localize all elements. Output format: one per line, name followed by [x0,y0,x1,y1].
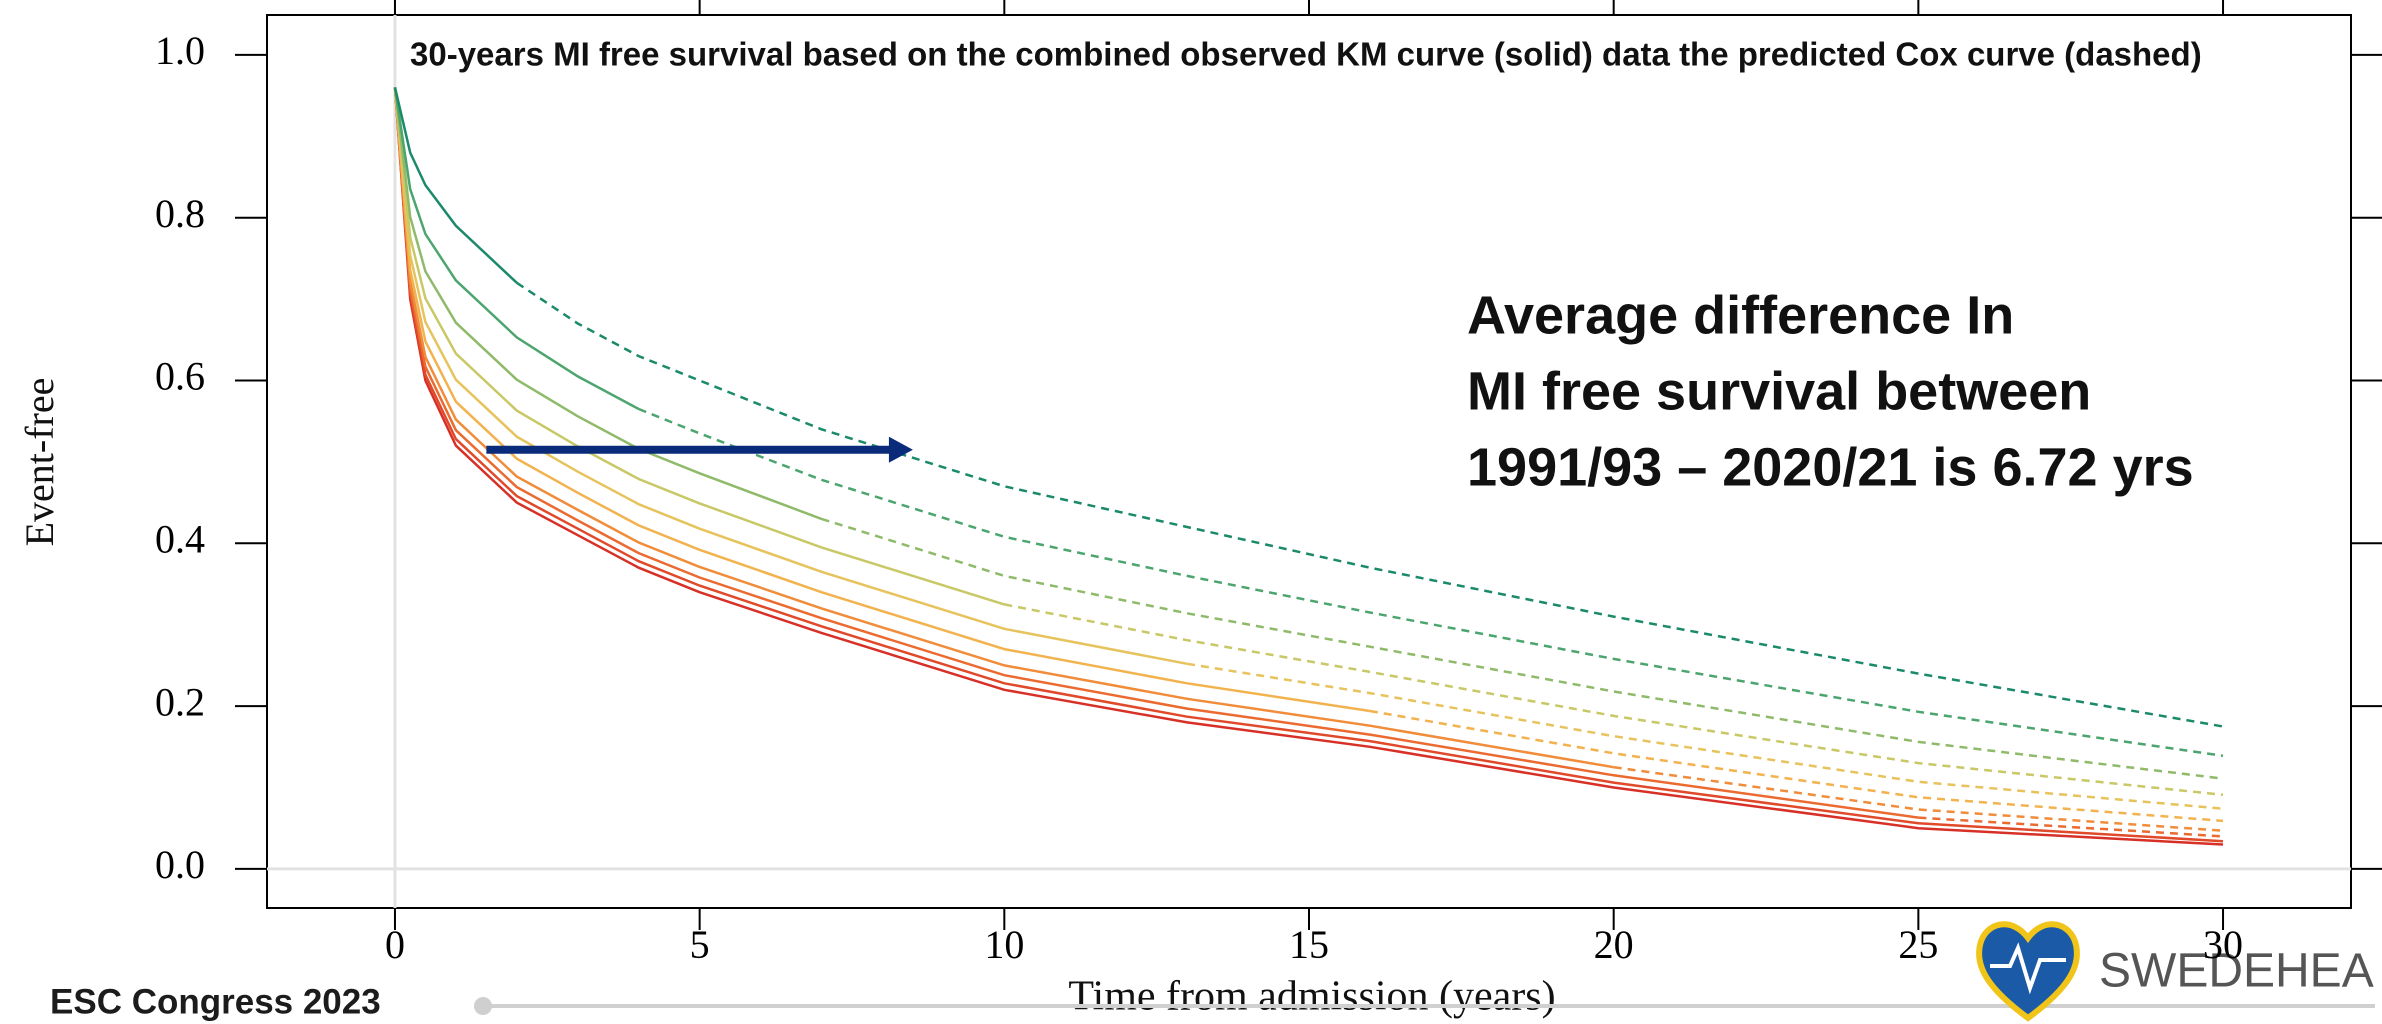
y-tick-label: 0.0 [155,842,205,887]
observed-curve [393,87,822,521]
observed-curve [393,87,2224,843]
observed-curve [393,87,1371,713]
annotation: MI free survival between [1467,361,2091,421]
arrow-head [888,436,913,463]
curves [393,87,2224,846]
y-tick-label: 1.0 [155,28,205,73]
predicted-curve [1004,603,2224,797]
predicted-curve [1186,662,2224,810]
x-tick-label: 0 [385,922,405,967]
observed-curve [393,87,2224,846]
predicted-curve [1613,765,2224,832]
reference-lines [267,15,2351,908]
predicted-curve [1369,709,2224,823]
observed-curve [393,87,1005,606]
observed-curve [393,87,1188,666]
annotation: 1991/93 – 2020/21 is 6.72 yrs [1467,437,2194,497]
footer-dot [474,997,492,1015]
predicted-curve [1918,816,2224,838]
observed-curve [393,87,1614,769]
footer-event: ESC Congress 2023 [50,982,381,1021]
observed-curve [393,87,1919,819]
y-tick-label: 0.8 [155,191,205,236]
predicted-curve [821,517,2224,780]
observed-curve [393,87,518,284]
x-tick-label: 20 [1594,922,1634,967]
predicted-curve [516,281,2224,728]
predicted-curve [638,407,2224,758]
x-tick-label: 25 [1898,922,1938,967]
x-tick-label: 30 [2203,922,2243,967]
y-axis-label: Event-free [17,378,62,547]
x-tick-label: 5 [690,922,710,967]
y-tick-label: 0.6 [155,354,205,399]
logo-heart [1976,921,2080,1022]
x-tick-label: 15 [1289,922,1329,967]
y-tick-label: 0.4 [155,516,205,561]
y-tick-label: 0.2 [155,679,205,724]
observed-curve [393,87,640,411]
chart-title: 30-years MI free survival based on the c… [410,36,2202,73]
x-tick-label: 10 [984,922,1024,967]
x-axis-label: Time from admission (years) [1068,974,1555,1020]
annotation: Average difference In [1467,285,2014,345]
footer-logo: SWEDEHEA [2099,945,2374,998]
